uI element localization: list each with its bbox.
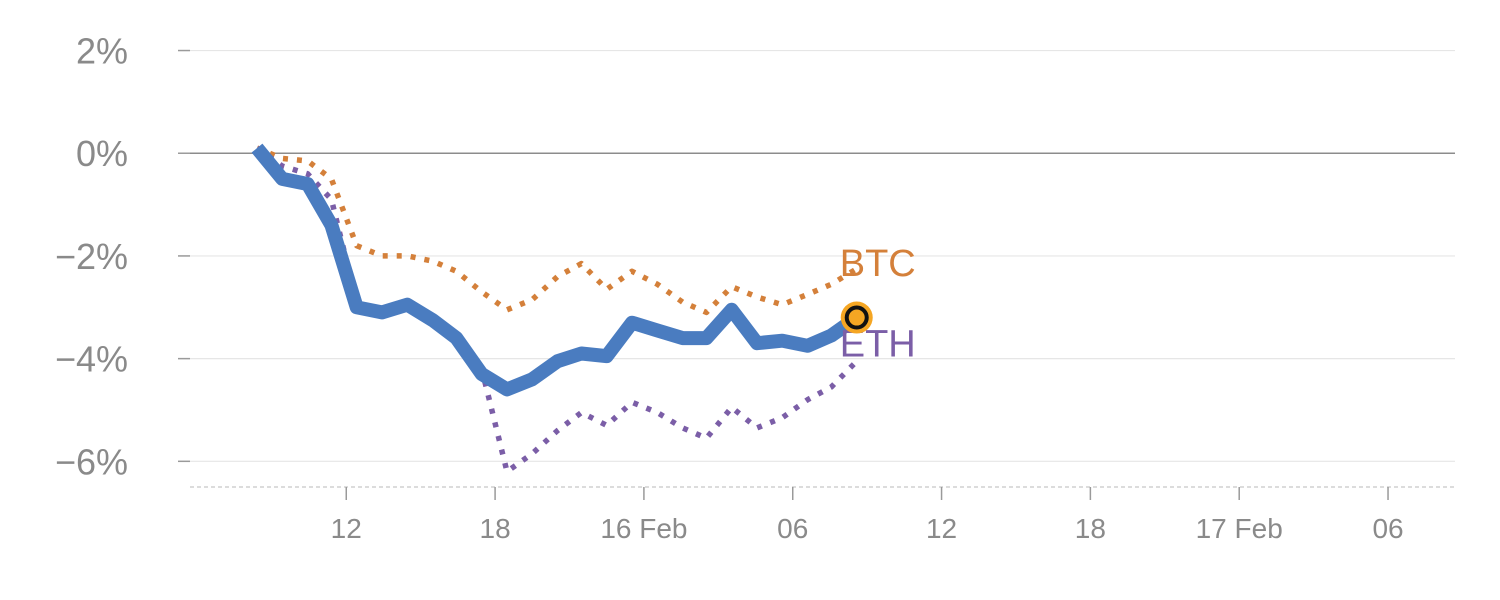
series-end-labels: BTC ETH — [840, 243, 916, 366]
eth-line — [255, 145, 859, 475]
y-tick-label: −6% — [55, 441, 128, 482]
y-tick-label: −2% — [55, 236, 128, 277]
x-tick-label: 12 — [926, 513, 957, 544]
y-tick-label: −4% — [55, 339, 128, 380]
gridlines — [190, 49, 1455, 462]
current-value-marker — [844, 305, 869, 330]
btc-end-label: BTC — [840, 243, 916, 285]
markers — [840, 301, 873, 334]
y-tick-label: 2% — [76, 31, 128, 72]
y-tick-label: 0% — [76, 133, 128, 174]
portfolio-line — [251, 143, 861, 397]
axes: 2% 0% −2% −4% −6% 12 18 16 Feb 06 12 18 17 Feb 06 — [55, 31, 1455, 544]
x-tick-label: 16 Feb — [600, 513, 687, 544]
x-tick-label: 18 — [480, 513, 511, 544]
btc-line — [255, 145, 859, 316]
x-tick-label: 06 — [777, 513, 808, 544]
x-tick-label: 06 — [1372, 513, 1403, 544]
x-tick-label: 17 Feb — [1196, 513, 1283, 544]
x-tick-label: 18 — [1075, 513, 1106, 544]
series-lines — [251, 143, 861, 475]
x-tick-label: 12 — [331, 513, 362, 544]
